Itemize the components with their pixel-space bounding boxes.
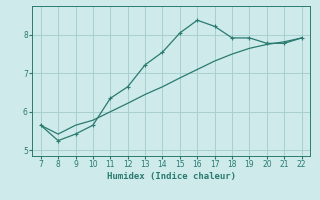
X-axis label: Humidex (Indice chaleur): Humidex (Indice chaleur): [107, 172, 236, 181]
